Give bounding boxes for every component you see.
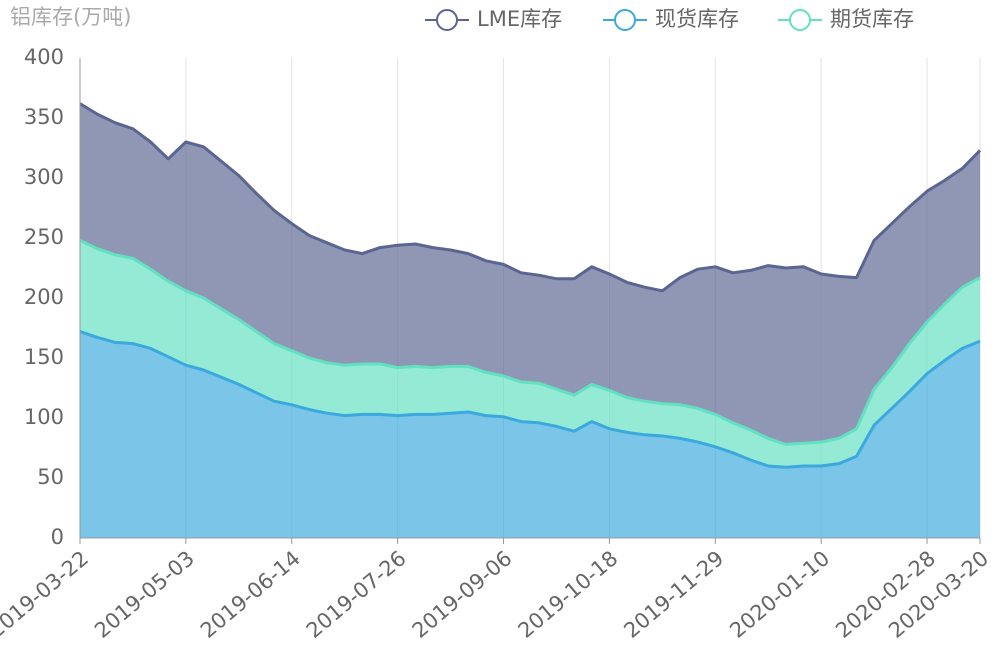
y-tick-label: 150 xyxy=(24,345,64,369)
y-tick-label: 400 xyxy=(24,45,64,69)
line xyxy=(79,330,981,469)
line xyxy=(79,102,982,293)
x-tick-label: 2020-01-10 xyxy=(725,546,834,643)
area xyxy=(80,331,980,538)
legend-item: LME库存 xyxy=(425,7,562,31)
x-tick-label: 2019-05-03 xyxy=(90,546,199,643)
y-tick-label: 50 xyxy=(37,465,64,489)
legend-marker xyxy=(614,9,636,31)
line xyxy=(79,239,981,446)
legend-label: 期货库存 xyxy=(830,7,914,31)
legend-marker xyxy=(789,9,811,31)
y-tick-label: 100 xyxy=(24,405,64,429)
y-tick-label: 350 xyxy=(24,105,64,129)
legend-marker xyxy=(436,9,458,31)
legend-item: 现货库存 xyxy=(603,7,739,31)
x-tick-label: 2019-11-29 xyxy=(619,546,728,643)
x-tick-label: 2019-09-06 xyxy=(408,546,517,643)
legend-label: 现货库存 xyxy=(655,7,739,31)
y-tick-label: 300 xyxy=(24,165,64,189)
legend-label: LME库存 xyxy=(477,7,562,31)
chart-title: 铝库存(万吨) xyxy=(10,5,131,29)
x-tick-label: 2019-07-26 xyxy=(302,546,411,643)
legend-item: 期货库存 xyxy=(778,7,914,31)
y-tick-label: 250 xyxy=(24,225,64,249)
x-tick-label: 2019-06-14 xyxy=(196,546,305,643)
y-tick-label: 200 xyxy=(24,285,64,309)
y-tick-label: 0 xyxy=(51,525,64,549)
x-tick-label: 2019-10-18 xyxy=(514,546,623,643)
x-tick-label: 2019-03-22 xyxy=(0,546,93,643)
